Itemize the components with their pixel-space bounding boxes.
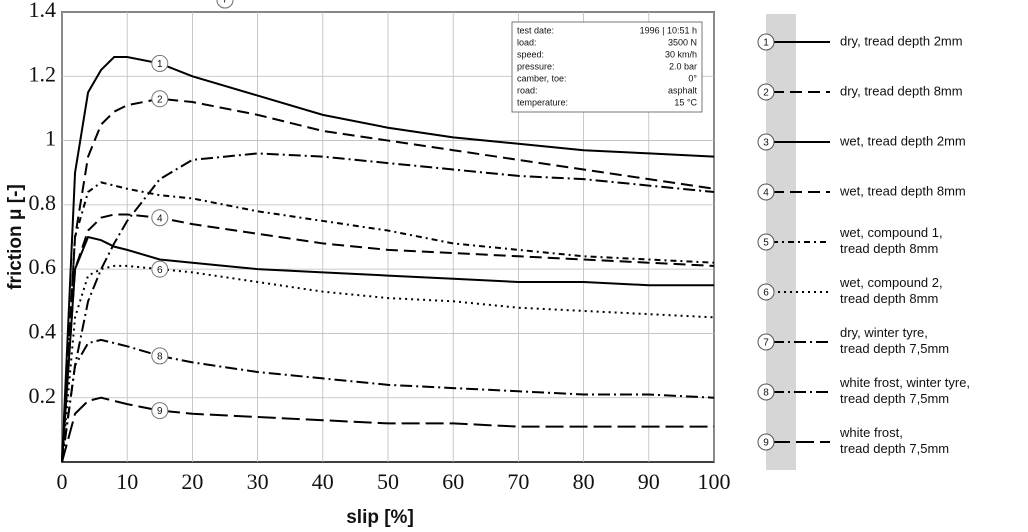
info-key: road:	[517, 85, 538, 95]
data-line	[61, 235, 714, 463]
info-value: 3500 N	[668, 37, 697, 47]
x-axis-label: slip [%]	[346, 507, 414, 528]
y-tick-label: 0.8	[29, 190, 57, 215]
x-tick-label: 80	[573, 469, 595, 494]
info-value: 0°	[688, 73, 697, 83]
x-tick-label: 30	[247, 469, 269, 494]
x-tick-label: 50	[377, 469, 399, 494]
info-key: camber, toe:	[517, 73, 567, 83]
info-box	[511, 21, 703, 113]
info-key: load:	[517, 37, 537, 47]
legend-label: wet, tread depth 2mm	[839, 133, 966, 148]
x-tick-label: 20	[181, 469, 203, 494]
data-line	[61, 56, 715, 463]
curve-marker	[151, 260, 169, 278]
y-tick-label: 1.4	[29, 0, 57, 22]
legend-number: 8	[763, 388, 769, 399]
legend-marker	[757, 183, 775, 201]
legend-label: white frost, winter tyre, tread depth 7,5…	[839, 375, 970, 406]
legend-number: 1	[763, 38, 769, 49]
legend-marker	[757, 233, 775, 251]
legend-label: wet, compound 1, tread depth 8mm	[839, 225, 943, 256]
info-value: 2.0 bar	[669, 61, 697, 71]
legend-number: 6	[763, 288, 769, 299]
y-tick-label: 1.2	[29, 61, 57, 86]
y-tick-label: 0.6	[29, 254, 57, 279]
legend-label: dry, tread depth 8mm	[840, 83, 963, 98]
y-tick-label: 1	[45, 126, 56, 151]
data-line	[61, 396, 714, 463]
curve-marker	[151, 347, 169, 365]
curve-number: 9	[157, 406, 163, 417]
curve-number: 7	[222, 0, 228, 6]
x-tick-label: 90	[638, 469, 660, 494]
curve-marker	[151, 54, 169, 72]
curve-number: 4	[157, 213, 163, 224]
curve-number: 2	[157, 94, 163, 105]
x-tick-label: 0	[57, 469, 68, 494]
x-tick-label: 40	[312, 469, 334, 494]
x-tick-label: 10	[116, 469, 138, 494]
x-tick-label: 100	[698, 469, 731, 494]
info-value: 1996 | 10:51 h	[640, 25, 697, 35]
curve-number: 8	[157, 352, 163, 363]
legend-number: 7	[763, 338, 769, 349]
info-key: temperature:	[517, 97, 568, 107]
legend-marker	[757, 133, 775, 151]
legend-number: 2	[763, 88, 769, 99]
info-key: speed:	[517, 49, 544, 59]
curve-marker	[151, 402, 169, 420]
info-value: 15 °C	[674, 97, 697, 107]
curve-marker	[151, 90, 169, 108]
info-value: asphalt	[668, 85, 698, 95]
curve-marker	[216, 0, 234, 9]
legend-label: dry, tread depth 2mm	[840, 33, 963, 48]
legend-number: 9	[763, 438, 769, 449]
legend-number: 4	[763, 188, 769, 199]
curve-number: 1	[157, 59, 163, 70]
info-value: 30 km/h	[665, 49, 697, 59]
info-key: test date:	[517, 25, 554, 35]
legend-number: 3	[763, 138, 769, 149]
y-tick-label: 0.2	[29, 383, 57, 408]
legend-label: wet, tread depth 8mm	[839, 183, 966, 198]
y-axis-label: friction μ [-]	[5, 184, 26, 290]
legend-marker	[757, 83, 775, 101]
legend-marker	[757, 383, 775, 401]
legend-marker	[757, 33, 775, 51]
data-line	[61, 152, 715, 463]
info-key: pressure:	[517, 61, 555, 71]
legend-marker	[757, 333, 775, 351]
curve-marker	[151, 209, 169, 227]
curve-number: 6	[157, 265, 163, 276]
legend-label: dry, winter tyre, tread depth 7,5mm	[840, 325, 949, 356]
legend-number: 5	[763, 238, 769, 249]
data-line	[61, 213, 715, 463]
x-tick-label: 70	[507, 469, 529, 494]
legend-marker	[757, 283, 775, 301]
x-tick-label: 60	[442, 469, 464, 494]
y-tick-label: 0.4	[29, 318, 57, 343]
legend-marker	[757, 433, 775, 451]
data-line	[61, 97, 715, 463]
legend-label: wet, compound 2, tread depth 8mm	[839, 275, 943, 306]
legend-label: white frost, tread depth 7,5mm	[839, 425, 949, 456]
